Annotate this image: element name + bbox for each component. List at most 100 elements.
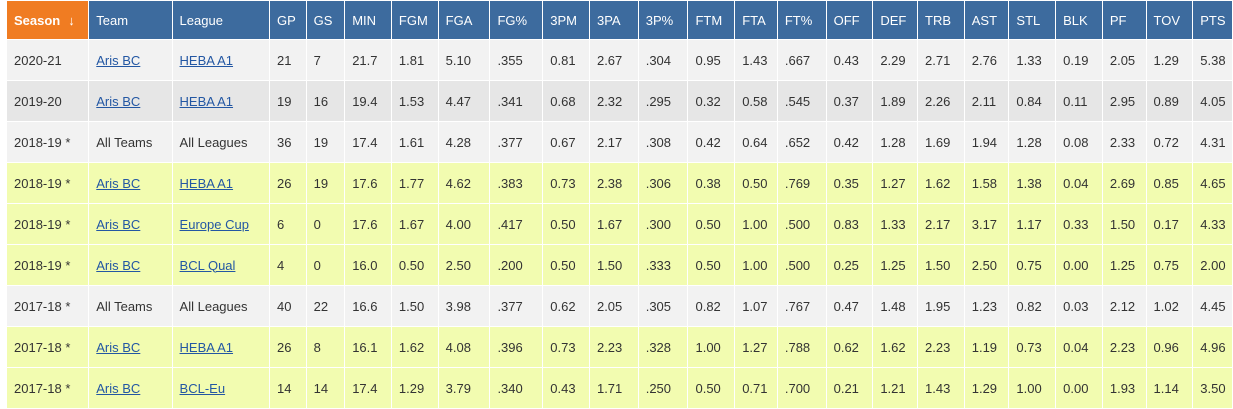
cell-pts: 5.38 xyxy=(1192,39,1233,81)
cell-fga: 4.00 xyxy=(437,203,491,245)
cell-fgm: 1.53 xyxy=(390,80,439,122)
team-link[interactable]: Aris BC xyxy=(96,52,141,68)
cell-pts: 4.65 xyxy=(1192,162,1233,204)
cell-fgm: 1.62 xyxy=(390,326,439,368)
league-link[interactable]: Europe Cup xyxy=(179,216,249,232)
cell-blk: 0.00 xyxy=(1055,244,1103,286)
cell-season: 2018-19 * xyxy=(5,244,90,286)
cell-def: 1.27 xyxy=(872,162,919,204)
column-header-blk[interactable]: BLK xyxy=(1055,0,1103,40)
cell-pts: 3.50 xyxy=(1192,367,1233,409)
cell-ft-pct: .545 xyxy=(776,80,827,122)
cell-ftm: 0.82 xyxy=(687,285,736,327)
cell-league: HEBA A1 xyxy=(171,80,271,122)
cell-def: 1.28 xyxy=(872,121,919,163)
column-header-gs[interactable]: GS xyxy=(305,0,346,40)
cell-ftm: 0.95 xyxy=(687,39,736,81)
cell-season: 2020-21 xyxy=(5,39,90,81)
cell-fg-pct: .340 xyxy=(489,367,544,409)
column-header-stl[interactable]: STL xyxy=(1008,0,1057,40)
column-header-off[interactable]: OFF xyxy=(825,0,874,40)
column-header-season[interactable]: Season ↓ xyxy=(5,0,90,40)
cell-blk: 0.11 xyxy=(1055,80,1103,122)
cell-3pm: 0.81 xyxy=(542,39,590,81)
cell-pf: 2.69 xyxy=(1101,162,1147,204)
column-header-ast[interactable]: AST xyxy=(963,0,1010,40)
league-link[interactable]: HEBA A1 xyxy=(179,339,234,355)
league-link[interactable]: BCL-Eu xyxy=(179,380,226,396)
cell-fta: 1.00 xyxy=(734,203,778,245)
column-header-3p-pct[interactable]: 3P% xyxy=(637,0,689,40)
team-link[interactable]: Aris BC xyxy=(96,175,141,191)
cell-ft-pct: .500 xyxy=(776,244,827,286)
column-header-ft-pct[interactable]: FT% xyxy=(776,0,827,40)
column-header-fgm[interactable]: FGM xyxy=(390,0,439,40)
cell-trb: 2.17 xyxy=(917,203,965,245)
column-header-pts[interactable]: PTS xyxy=(1192,0,1233,40)
cell-gp: 40 xyxy=(269,285,307,327)
cell-league: HEBA A1 xyxy=(171,162,271,204)
cell-3p-pct: .295 xyxy=(637,80,689,122)
column-header-fta[interactable]: FTA xyxy=(734,0,778,40)
cell-gs: 8 xyxy=(305,326,346,368)
cell-fg-pct: .377 xyxy=(489,121,544,163)
cell-min: 16.0 xyxy=(344,244,392,286)
league-link[interactable]: HEBA A1 xyxy=(179,93,234,109)
cell-tov: 1.14 xyxy=(1145,367,1194,409)
cell-fga: 4.47 xyxy=(437,80,491,122)
column-header-min[interactable]: MIN xyxy=(344,0,392,40)
cell-fta: 0.64 xyxy=(734,121,778,163)
column-header-fga[interactable]: FGA xyxy=(437,0,491,40)
column-header-def[interactable]: DEF xyxy=(872,0,919,40)
cell-3p-pct: .300 xyxy=(637,203,689,245)
column-header-pf[interactable]: PF xyxy=(1101,0,1147,40)
team-link[interactable]: Aris BC xyxy=(96,339,141,355)
column-header-tov[interactable]: TOV xyxy=(1145,0,1194,40)
column-header-3pa[interactable]: 3PA xyxy=(588,0,639,40)
column-header-fg-pct[interactable]: FG% xyxy=(489,0,544,40)
team-link[interactable]: Aris BC xyxy=(96,216,141,232)
cell-stl: 0.73 xyxy=(1008,326,1057,368)
cell-3pm: 0.43 xyxy=(542,367,590,409)
cell-gs: 14 xyxy=(305,367,346,409)
team-link[interactable]: Aris BC xyxy=(96,93,141,109)
cell-fgm: 1.67 xyxy=(390,203,439,245)
cell-season: 2017-18 * xyxy=(5,367,90,409)
cell-ftm: 0.50 xyxy=(687,203,736,245)
cell-fg-pct: .355 xyxy=(489,39,544,81)
cell-ftm: 0.38 xyxy=(687,162,736,204)
cell-off: 0.62 xyxy=(825,326,874,368)
cell-trb: 1.69 xyxy=(917,121,965,163)
team-link[interactable]: Aris BC xyxy=(96,257,141,273)
cell-fta: 1.07 xyxy=(734,285,778,327)
column-header-ftm[interactable]: FTM xyxy=(687,0,736,40)
cell-3pa: 2.23 xyxy=(588,326,639,368)
cell-ftm: 0.42 xyxy=(687,121,736,163)
column-header-gp[interactable]: GP xyxy=(269,0,307,40)
team-link[interactable]: Aris BC xyxy=(96,380,141,396)
cell-blk: 0.03 xyxy=(1055,285,1103,327)
cell-league: All Leagues xyxy=(171,285,271,327)
cell-pf: 2.05 xyxy=(1101,39,1147,81)
column-header-team[interactable]: Team xyxy=(88,0,173,40)
cell-min: 17.6 xyxy=(344,162,392,204)
column-header-league[interactable]: League xyxy=(171,0,271,40)
cell-off: 0.21 xyxy=(825,367,874,409)
column-header-trb[interactable]: TRB xyxy=(917,0,965,40)
table-row: 2019-20 Aris BC HEBA A1 19 16 19.4 1.53 4.47.34… xyxy=(5,80,1233,122)
cell-team: Aris BC xyxy=(88,367,173,409)
cell-blk: 0.04 xyxy=(1055,326,1103,368)
table-row: 2017-18 * All Teams All Leagues 40 22 16.6 1.5… xyxy=(5,285,1233,327)
cell-def: 1.48 xyxy=(872,285,919,327)
cell-gs: 0 xyxy=(305,244,346,286)
cell-stl: 1.38 xyxy=(1008,162,1057,204)
league-link[interactable]: HEBA A1 xyxy=(179,52,234,68)
cell-ast: 1.94 xyxy=(963,121,1010,163)
league-link[interactable]: HEBA A1 xyxy=(179,175,234,191)
cell-gp: 6 xyxy=(269,203,307,245)
cell-fga: 3.98 xyxy=(437,285,491,327)
cell-3pm: 0.62 xyxy=(542,285,590,327)
league-link[interactable]: BCL Qual xyxy=(179,257,236,273)
cell-3p-pct: .308 xyxy=(637,121,689,163)
column-header-3pm[interactable]: 3PM xyxy=(542,0,590,40)
